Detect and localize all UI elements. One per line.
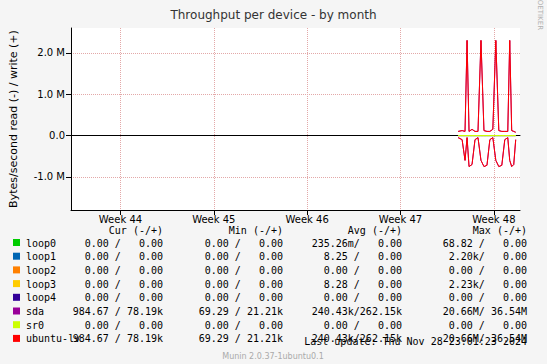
svg-text:0.00: 0.00: [378, 320, 402, 331]
svg-text:68.82 /: 68.82 /: [443, 238, 485, 249]
svg-text:0.00 /: 0.00 /: [449, 265, 485, 276]
svg-text:Avg (-/+): Avg (-/+): [348, 225, 402, 236]
svg-text:0.00 /: 0.00 /: [205, 320, 241, 331]
svg-text:loop4: loop4: [26, 292, 56, 303]
svg-text:Week 45: Week 45: [192, 214, 235, 225]
svg-text:0.00: 0.00: [259, 292, 283, 303]
svg-text:0.00 /: 0.00 /: [324, 265, 360, 276]
svg-text:Max (-/+): Max (-/+): [473, 225, 527, 236]
svg-text:984.67 /: 984.67 /: [73, 333, 121, 344]
svg-text:0.00 /: 0.00 /: [205, 279, 241, 290]
svg-text:0.00 /: 0.00 /: [205, 265, 241, 276]
svg-text:0.00 /: 0.00 /: [205, 238, 241, 249]
svg-text:0.00: 0.00: [503, 265, 527, 276]
svg-text:8.25 /: 8.25 /: [324, 251, 360, 262]
svg-text:sr0: sr0: [26, 320, 44, 331]
svg-text:0.00 /: 0.00 /: [85, 292, 121, 303]
svg-text:0.00: 0.00: [503, 279, 527, 290]
svg-text:984.67 /: 984.67 /: [73, 306, 121, 317]
svg-text:-1.0 M: -1.0 M: [34, 171, 65, 182]
svg-text:0.00: 0.00: [259, 238, 283, 249]
svg-text:0.00: 0.00: [503, 238, 527, 249]
svg-text:Munin 2.0.37-1ubuntu0.1: Munin 2.0.37-1ubuntu0.1: [222, 352, 324, 361]
svg-text:0.00: 0.00: [503, 292, 527, 303]
svg-text:0.00: 0.00: [503, 251, 527, 262]
svg-text:sda: sda: [26, 306, 44, 317]
svg-text:8.28 /: 8.28 /: [324, 279, 360, 290]
svg-text:0.00 /: 0.00 /: [85, 279, 121, 290]
svg-text:20.66M/: 20.66M/: [443, 306, 485, 317]
svg-text:0.00: 0.00: [378, 279, 402, 290]
svg-text:36.54M: 36.54M: [491, 306, 527, 317]
svg-text:Min (-/+): Min (-/+): [229, 225, 283, 236]
svg-text:Throughput per device - by mon: Throughput per device - by month: [169, 8, 376, 22]
svg-text:0.00: 0.00: [503, 320, 527, 331]
svg-text:0.00 /: 0.00 /: [449, 292, 485, 303]
svg-text:0.00: 0.00: [139, 238, 163, 249]
svg-text:0.00 /: 0.00 /: [324, 292, 360, 303]
svg-text:2.20k/: 2.20k/: [449, 251, 485, 262]
svg-text:0.00: 0.00: [139, 265, 163, 276]
svg-text:78.19k: 78.19k: [127, 333, 163, 344]
svg-text:0.00 /: 0.00 /: [205, 251, 241, 262]
svg-text:0.00: 0.00: [259, 251, 283, 262]
svg-text:0.00 /: 0.00 /: [449, 320, 485, 331]
svg-text:0.00: 0.00: [259, 279, 283, 290]
svg-text:0.00: 0.00: [139, 279, 163, 290]
svg-text:1.0 M: 1.0 M: [37, 89, 65, 100]
svg-text:2.23k/: 2.23k/: [449, 279, 485, 290]
svg-text:Week 44: Week 44: [99, 214, 142, 225]
svg-text:78.19k: 78.19k: [127, 306, 163, 317]
svg-text:loop2: loop2: [26, 265, 56, 276]
svg-text:Cur (-/+): Cur (-/+): [109, 225, 163, 236]
svg-text:loop0: loop0: [26, 238, 56, 249]
svg-text:0.00 /: 0.00 /: [85, 251, 121, 262]
svg-text:0.00 /: 0.00 /: [85, 320, 121, 331]
svg-text:0.00: 0.00: [378, 265, 402, 276]
svg-text:0.00: 0.00: [139, 320, 163, 331]
svg-text:0.00: 0.00: [139, 251, 163, 262]
svg-text:0.00 /: 0.00 /: [85, 238, 121, 249]
svg-text:0.00: 0.00: [378, 251, 402, 262]
svg-text:loop1: loop1: [26, 251, 56, 262]
svg-text:0.00 /: 0.00 /: [205, 292, 241, 303]
svg-text:0.00: 0.00: [378, 292, 402, 303]
svg-text:0.00 /: 0.00 /: [324, 320, 360, 331]
svg-text:21.21k: 21.21k: [247, 306, 283, 317]
svg-text:RRDTOOL / TOBI OETIKER: RRDTOOL / TOBI OETIKER: [536, 0, 544, 30]
svg-text:2.0 M: 2.0 M: [37, 47, 65, 58]
svg-text:Bytes/second read (-) / write: Bytes/second read (-) / write (+): [7, 30, 20, 208]
svg-text:69.29 /: 69.29 /: [199, 333, 241, 344]
svg-text:0.0: 0.0: [49, 130, 65, 141]
svg-text:240.43k/: 240.43k/: [312, 306, 360, 317]
svg-text:0.00: 0.00: [139, 292, 163, 303]
svg-text:loop3: loop3: [26, 279, 56, 290]
svg-text:Last update: Thu Nov 28 23:01:: Last update: Thu Nov 28 23:01:23 2024: [304, 336, 527, 347]
svg-text:21.21k: 21.21k: [247, 333, 283, 344]
svg-text:69.29 /: 69.29 /: [199, 306, 241, 317]
svg-text:235.26m/: 235.26m/: [312, 238, 360, 249]
svg-text:0.00: 0.00: [259, 265, 283, 276]
svg-text:0.00: 0.00: [259, 320, 283, 331]
svg-text:Week 48: Week 48: [472, 214, 515, 225]
svg-text:262.15k: 262.15k: [360, 306, 402, 317]
svg-text:Week 46: Week 46: [286, 214, 329, 225]
svg-text:Week 47: Week 47: [379, 214, 422, 225]
svg-text:0.00 /: 0.00 /: [85, 265, 121, 276]
svg-text:0.00: 0.00: [378, 238, 402, 249]
